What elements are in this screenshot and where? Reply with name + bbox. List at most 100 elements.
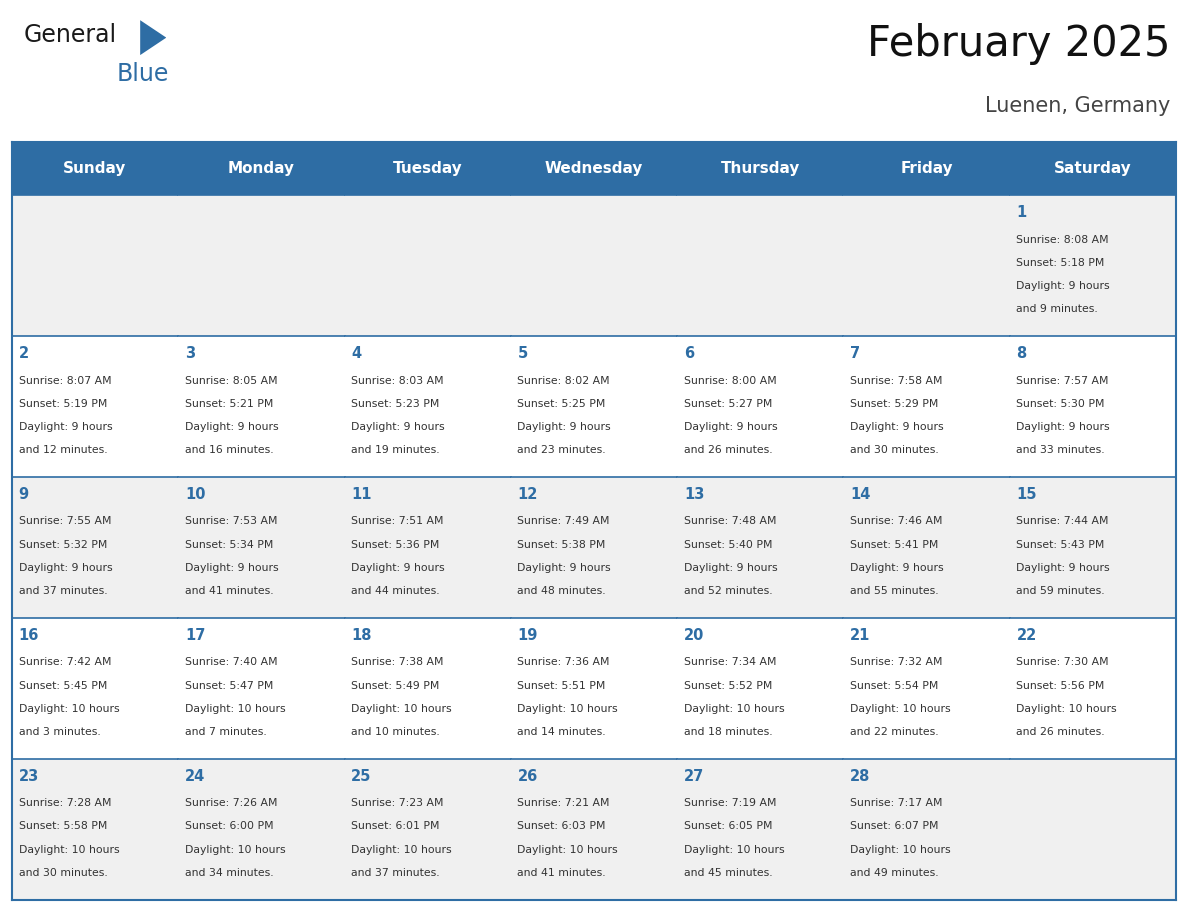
Text: Saturday: Saturday [1054, 162, 1132, 176]
Text: Sunrise: 7:53 AM: Sunrise: 7:53 AM [185, 517, 277, 527]
Text: Daylight: 10 hours: Daylight: 10 hours [352, 845, 451, 855]
Text: 6: 6 [684, 346, 694, 361]
Text: Luenen, Germany: Luenen, Germany [985, 96, 1170, 117]
Text: Daylight: 9 hours: Daylight: 9 hours [851, 422, 943, 432]
Text: Sunset: 5:51 PM: Sunset: 5:51 PM [518, 680, 606, 690]
Text: and 7 minutes.: and 7 minutes. [185, 727, 266, 737]
Text: Sunset: 6:07 PM: Sunset: 6:07 PM [851, 822, 939, 832]
Text: Sunrise: 8:02 AM: Sunrise: 8:02 AM [518, 375, 611, 386]
Text: Sunset: 5:21 PM: Sunset: 5:21 PM [185, 398, 273, 409]
Text: Sunrise: 8:08 AM: Sunrise: 8:08 AM [1017, 235, 1110, 245]
Text: Sunset: 5:40 PM: Sunset: 5:40 PM [684, 540, 772, 550]
Text: Daylight: 9 hours: Daylight: 9 hours [1017, 422, 1110, 432]
Text: and 37 minutes.: and 37 minutes. [352, 868, 440, 878]
Text: 23: 23 [19, 768, 39, 784]
Text: 16: 16 [19, 628, 39, 643]
Text: Sunrise: 7:48 AM: Sunrise: 7:48 AM [684, 517, 776, 527]
Text: Sunrise: 7:46 AM: Sunrise: 7:46 AM [851, 517, 942, 527]
Text: Daylight: 9 hours: Daylight: 9 hours [851, 563, 943, 573]
Text: Sunset: 5:41 PM: Sunset: 5:41 PM [851, 540, 939, 550]
Text: 28: 28 [851, 768, 871, 784]
Text: 10: 10 [185, 487, 206, 502]
Text: and 3 minutes.: and 3 minutes. [19, 727, 100, 737]
Text: and 9 minutes.: and 9 minutes. [1017, 305, 1098, 315]
Text: Daylight: 9 hours: Daylight: 9 hours [352, 422, 444, 432]
Text: Wednesday: Wednesday [545, 162, 643, 176]
Text: 9: 9 [19, 487, 29, 502]
Text: Daylight: 10 hours: Daylight: 10 hours [518, 704, 618, 714]
Text: Sunrise: 7:23 AM: Sunrise: 7:23 AM [352, 799, 443, 808]
Text: Daylight: 9 hours: Daylight: 9 hours [518, 563, 611, 573]
Text: 17: 17 [185, 628, 206, 643]
Text: and 52 minutes.: and 52 minutes. [684, 587, 772, 596]
Text: Sunrise: 8:00 AM: Sunrise: 8:00 AM [684, 375, 777, 386]
Text: and 45 minutes.: and 45 minutes. [684, 868, 772, 878]
Text: Sunrise: 7:42 AM: Sunrise: 7:42 AM [19, 657, 110, 667]
Text: 19: 19 [518, 628, 538, 643]
Text: Sunset: 5:45 PM: Sunset: 5:45 PM [19, 680, 107, 690]
Text: Daylight: 9 hours: Daylight: 9 hours [185, 563, 278, 573]
Text: Sunrise: 7:38 AM: Sunrise: 7:38 AM [352, 657, 443, 667]
Text: Daylight: 9 hours: Daylight: 9 hours [1017, 563, 1110, 573]
Text: 4: 4 [352, 346, 361, 361]
Text: and 30 minutes.: and 30 minutes. [19, 868, 107, 878]
Text: Sunrise: 7:57 AM: Sunrise: 7:57 AM [1017, 375, 1108, 386]
Text: Daylight: 10 hours: Daylight: 10 hours [19, 704, 119, 714]
Text: Daylight: 10 hours: Daylight: 10 hours [1017, 704, 1117, 714]
Text: and 37 minutes.: and 37 minutes. [19, 587, 107, 596]
Text: and 18 minutes.: and 18 minutes. [684, 727, 772, 737]
Text: Daylight: 10 hours: Daylight: 10 hours [684, 845, 784, 855]
Text: Sunday: Sunday [63, 162, 127, 176]
Text: Sunrise: 7:55 AM: Sunrise: 7:55 AM [19, 517, 110, 527]
Text: and 22 minutes.: and 22 minutes. [851, 727, 939, 737]
Text: 26: 26 [518, 768, 538, 784]
Text: 1: 1 [1017, 205, 1026, 220]
Text: Sunset: 6:03 PM: Sunset: 6:03 PM [518, 822, 606, 832]
Text: Sunrise: 8:03 AM: Sunrise: 8:03 AM [352, 375, 444, 386]
Text: Daylight: 9 hours: Daylight: 9 hours [185, 422, 278, 432]
Text: February 2025: February 2025 [867, 23, 1170, 65]
Text: and 23 minutes.: and 23 minutes. [518, 445, 606, 455]
Text: Daylight: 9 hours: Daylight: 9 hours [684, 563, 777, 573]
Text: Sunrise: 7:21 AM: Sunrise: 7:21 AM [518, 799, 609, 808]
Text: and 12 minutes.: and 12 minutes. [19, 445, 107, 455]
Text: Sunrise: 7:34 AM: Sunrise: 7:34 AM [684, 657, 776, 667]
Text: Sunset: 5:47 PM: Sunset: 5:47 PM [185, 680, 273, 690]
Text: Sunrise: 8:07 AM: Sunrise: 8:07 AM [19, 375, 112, 386]
Text: Daylight: 10 hours: Daylight: 10 hours [185, 845, 285, 855]
Text: and 34 minutes.: and 34 minutes. [185, 868, 273, 878]
Text: Daylight: 9 hours: Daylight: 9 hours [1017, 281, 1110, 291]
Text: Daylight: 10 hours: Daylight: 10 hours [851, 845, 950, 855]
Text: Daylight: 10 hours: Daylight: 10 hours [19, 845, 119, 855]
Text: Sunset: 5:43 PM: Sunset: 5:43 PM [1017, 540, 1105, 550]
Text: Monday: Monday [228, 162, 295, 176]
Text: and 19 minutes.: and 19 minutes. [352, 445, 440, 455]
Text: Sunset: 5:23 PM: Sunset: 5:23 PM [352, 398, 440, 409]
Text: and 16 minutes.: and 16 minutes. [185, 445, 273, 455]
Text: and 26 minutes.: and 26 minutes. [684, 445, 772, 455]
Text: Sunset: 5:56 PM: Sunset: 5:56 PM [1017, 680, 1105, 690]
Text: and 33 minutes.: and 33 minutes. [1017, 445, 1105, 455]
Text: Sunset: 5:34 PM: Sunset: 5:34 PM [185, 540, 273, 550]
Text: Sunset: 5:27 PM: Sunset: 5:27 PM [684, 398, 772, 409]
Text: Thursday: Thursday [721, 162, 800, 176]
Text: 24: 24 [185, 768, 206, 784]
Text: Sunrise: 7:28 AM: Sunrise: 7:28 AM [19, 799, 110, 808]
Text: Sunrise: 7:36 AM: Sunrise: 7:36 AM [518, 657, 609, 667]
Text: Daylight: 9 hours: Daylight: 9 hours [19, 563, 112, 573]
Text: and 48 minutes.: and 48 minutes. [518, 587, 606, 596]
Text: 2: 2 [19, 346, 29, 361]
Text: Sunrise: 7:58 AM: Sunrise: 7:58 AM [851, 375, 942, 386]
Text: and 26 minutes.: and 26 minutes. [1017, 727, 1105, 737]
Text: 27: 27 [684, 768, 704, 784]
Text: Daylight: 10 hours: Daylight: 10 hours [684, 704, 784, 714]
Text: 8: 8 [1017, 346, 1026, 361]
Text: Sunset: 5:38 PM: Sunset: 5:38 PM [518, 540, 606, 550]
Text: 12: 12 [518, 487, 538, 502]
Text: and 30 minutes.: and 30 minutes. [851, 445, 939, 455]
Text: Sunset: 5:30 PM: Sunset: 5:30 PM [1017, 398, 1105, 409]
Text: and 10 minutes.: and 10 minutes. [352, 727, 440, 737]
Text: Sunrise: 7:17 AM: Sunrise: 7:17 AM [851, 799, 942, 808]
Text: Blue: Blue [116, 62, 169, 86]
Text: Sunrise: 7:40 AM: Sunrise: 7:40 AM [185, 657, 278, 667]
